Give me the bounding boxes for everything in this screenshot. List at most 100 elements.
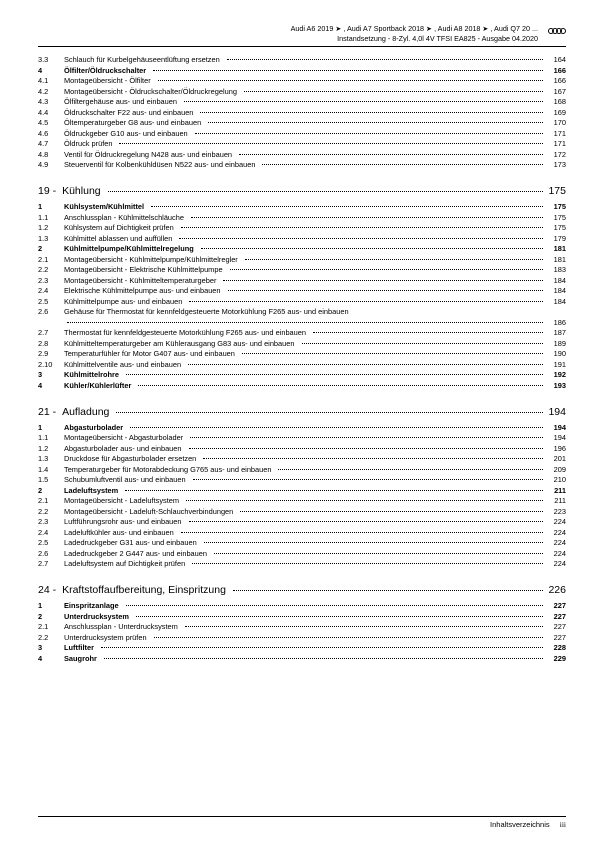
toc-page: 209	[546, 465, 566, 475]
toc-number: 4.5	[38, 118, 64, 128]
toc-page: 171	[546, 129, 566, 139]
toc-page: 224	[546, 528, 566, 538]
toc-page: 172	[546, 150, 566, 160]
page-header: Audi A6 2019 ➤ , Audi A7 Sportback 2018 …	[38, 24, 566, 43]
toc-title: Öldruckgeber G10 aus- und einbauen	[64, 129, 192, 139]
toc-leader-dots	[313, 332, 543, 333]
toc-page: 173	[546, 160, 566, 170]
toc-row: 2.2Montageübersicht - Ladeluft-Schlauchv…	[38, 507, 566, 517]
footer-text: Inhaltsverzeichnis iii	[38, 820, 566, 830]
toc-number: 2.5	[38, 297, 64, 307]
page: Audi A6 2019 ➤ , Audi A7 Sportback 2018 …	[0, 0, 600, 848]
toc-title: Kühlsystem/Kühlmittel	[64, 202, 148, 212]
toc-title: Abgasturbolader aus- und einbauen	[64, 444, 186, 454]
toc-row: 2.10Kühlmittelventile aus- und einbauen1…	[38, 360, 566, 370]
toc-title: Ladeluftsystem auf Dichtigkeit prüfen	[64, 559, 189, 569]
toc-title: Öldruck prüfen	[64, 139, 116, 149]
toc-leader-dots	[190, 437, 543, 438]
toc-page: 201	[546, 454, 566, 464]
toc-title: Montageübersicht - Abgasturbolader	[64, 433, 187, 443]
toc-leader-dots	[192, 563, 543, 564]
toc-row: 1.1Montageübersicht - Abgasturbolader194	[38, 433, 566, 443]
toc-leader-dots	[223, 280, 543, 281]
toc-leader-dots	[244, 91, 543, 92]
toc-title: Montageübersicht - Ölfilter	[64, 76, 155, 86]
toc-page: 175	[546, 202, 566, 212]
toc-row: 1.3Druckdose für Abgasturbolader ersetze…	[38, 454, 566, 464]
toc-page: 181	[546, 255, 566, 265]
toc-number: 1.4	[38, 465, 64, 475]
toc-leader-dots	[228, 290, 543, 291]
toc-leader-dots	[200, 112, 543, 113]
toc-leader-dots	[242, 353, 543, 354]
toc-page: 191	[546, 360, 566, 370]
toc-chapter: 21 -Aufladung194	[38, 405, 566, 419]
toc-title: Luftführungsrohr aus- und einbauen	[64, 517, 186, 527]
toc-leader-dots	[214, 553, 543, 554]
toc-row: 4.7Öldruck prüfen171	[38, 139, 566, 149]
toc-page: 224	[546, 538, 566, 548]
toc-row: 2.1Montageübersicht - Kühlmittelpumpe/Kü…	[38, 255, 566, 265]
toc-page: 192	[546, 370, 566, 380]
toc-number: 3.3	[38, 55, 64, 65]
toc-title: Montageübersicht - Ladeluft-Schlauchverb…	[64, 507, 237, 517]
toc-number: 1.1	[38, 213, 64, 223]
footer-label: Inhaltsverzeichnis	[490, 820, 550, 829]
toc-page: 168	[546, 97, 566, 107]
toc-page: 227	[546, 601, 566, 611]
toc-number: 2.7	[38, 328, 64, 338]
toc-page: 223	[546, 507, 566, 517]
toc-title: Kühlmittelrohre	[64, 370, 123, 380]
toc-number: 2.2	[38, 633, 64, 643]
toc-title: Schubumluftventil aus- und einbauen	[64, 475, 190, 485]
toc-row: 2.7Ladeluftsystem auf Dichtigkeit prüfen…	[38, 559, 566, 569]
toc-leader-dots	[184, 101, 543, 102]
toc-leader-dots	[125, 490, 543, 491]
toc-page: 179	[546, 234, 566, 244]
toc-number: 1.2	[38, 223, 64, 233]
toc-title: Öltemperaturgeber G8 aus- und einbauen	[64, 118, 205, 128]
toc-row: 2Kühlmittelpumpe/Kühlmittelregelung181	[38, 244, 566, 254]
toc-leader-dots	[239, 154, 543, 155]
toc-row: 1.2Kühlsystem auf Dichtigkeit prüfen175	[38, 223, 566, 233]
toc-page: 229	[546, 654, 566, 664]
toc-title: Kühlmitteltemperaturgeber am Kühlerausga…	[64, 339, 299, 349]
toc-title: Unterdrucksystem prüfen	[64, 633, 151, 643]
toc-leader-dots	[185, 626, 543, 627]
toc-number: 4.1	[38, 76, 64, 86]
toc-page: 228	[546, 643, 566, 653]
toc-page: 194	[546, 405, 566, 419]
toc-title: Luftfilter	[64, 643, 98, 653]
toc-number: 2.5	[38, 538, 64, 548]
toc-leader-dots	[227, 59, 543, 60]
toc-number: 1.3	[38, 234, 64, 244]
toc-row: 186	[38, 318, 566, 328]
toc-number: 1.1	[38, 433, 64, 443]
toc-number: 2.3	[38, 517, 64, 527]
toc-leader-dots	[181, 532, 543, 533]
toc-title: Einspritzanlage	[64, 601, 123, 611]
toc-row: 4.5Öltemperaturgeber G8 aus- und einbaue…	[38, 118, 566, 128]
header-line-2: Instandsetzung - 8-Zyl. 4,0l 4V TFSI EA8…	[38, 34, 538, 44]
toc-row: 2.7Thermostat für kennfeldgesteuerte Mot…	[38, 328, 566, 338]
toc-leader-dots	[278, 469, 543, 470]
toc-page: 169	[546, 108, 566, 118]
toc-leader-dots	[136, 616, 543, 617]
toc-number: 1.3	[38, 454, 64, 464]
toc-row: 2.4Elektrische Kühlmittelpumpe aus- und …	[38, 286, 566, 296]
toc-page: 211	[546, 486, 566, 496]
toc-page: 227	[546, 612, 566, 622]
header-line-1: Audi A6 2019 ➤ , Audi A7 Sportback 2018 …	[38, 24, 538, 34]
toc-row: 2.6Gehäuse für Thermostat für kennfeldge…	[38, 307, 566, 317]
toc-row: 4.4Öldruckschalter F22 aus- und einbauen…	[38, 108, 566, 118]
toc-row: 1.2Abgasturbolader aus- und einbauen196	[38, 444, 566, 454]
toc-page: 224	[546, 517, 566, 527]
toc-leader-dots	[108, 191, 543, 192]
toc-row: 2Ladeluftsystem211	[38, 486, 566, 496]
toc-leader-dots	[201, 248, 543, 249]
toc-title: Montageübersicht - Elektrische Kühlmitte…	[64, 265, 227, 275]
toc-title: Anschlussplan - Kühlmittelschläuche	[64, 213, 188, 223]
toc-row: 4Kühler/Kühlerlüfter193	[38, 381, 566, 391]
toc-row: 1.4Temperaturgeber für Motorabdeckung G7…	[38, 465, 566, 475]
table-of-contents: 3.3Schlauch für Kurbelgehäuseentlüftung …	[38, 55, 566, 663]
